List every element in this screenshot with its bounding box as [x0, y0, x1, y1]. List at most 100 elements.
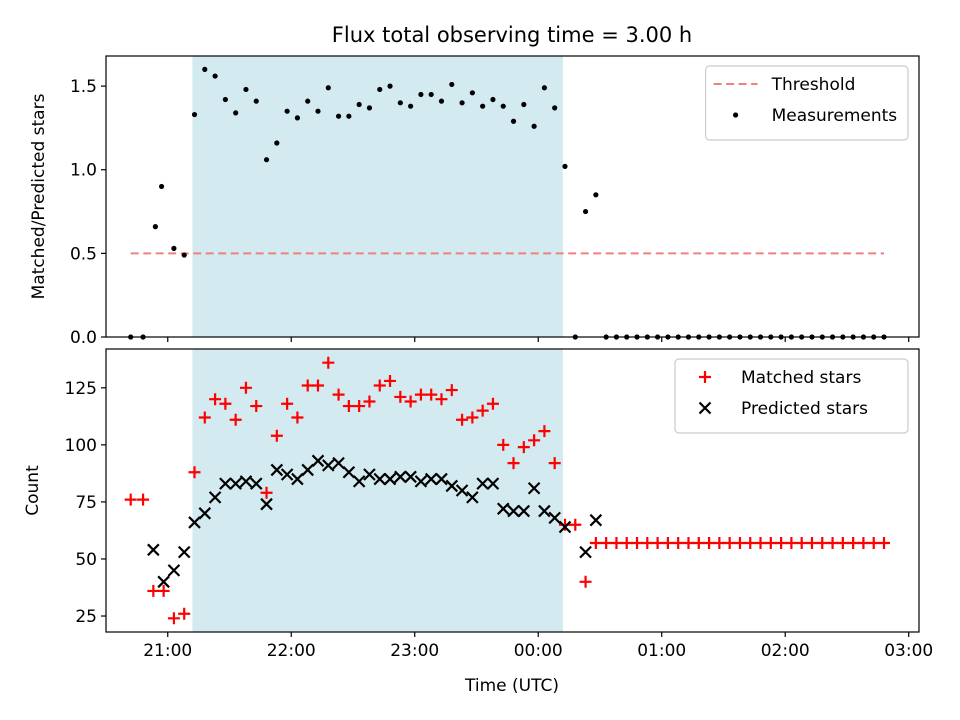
data-point [469, 90, 475, 96]
x-axis-ticks [167, 337, 910, 342]
data-point [250, 400, 263, 413]
x-tick-label: 03:00 [884, 641, 933, 661]
data-point [593, 192, 599, 198]
data-point [459, 100, 465, 106]
y-tick-label: 0.5 [70, 244, 97, 264]
data-point [496, 502, 510, 516]
data-point [208, 491, 222, 504]
legend-label: Predicted stars [741, 399, 868, 419]
y-tick-label: 125 [65, 379, 97, 399]
data-point [466, 411, 479, 424]
data-point [418, 91, 424, 98]
data-point [291, 411, 304, 424]
data-point [424, 472, 438, 486]
data-point [157, 575, 170, 589]
y-axis-ticks: 25 50 75 100 125 [65, 379, 106, 627]
data-point [301, 463, 314, 477]
data-point [438, 98, 445, 104]
data-point [507, 457, 520, 470]
y-tick-label: 25 [75, 607, 97, 627]
data-point [263, 157, 270, 163]
data-point [878, 536, 891, 549]
data-point [538, 504, 551, 518]
legend-label: Measurements [772, 106, 898, 126]
data-point [157, 584, 170, 597]
data-point [311, 379, 324, 392]
data-point [342, 400, 355, 413]
data-point [178, 607, 191, 620]
y-tick-label: 1.5 [70, 77, 97, 97]
observing-window-band [192, 56, 563, 337]
plot-frame [105, 55, 920, 338]
ratio-panel: 0.0 0.5 1.0 1.5 Matched/Predicted stars Thres… [29, 55, 920, 348]
data-point [682, 536, 695, 549]
data-point [198, 411, 211, 424]
legend: Threshold Measurements [704, 65, 909, 141]
data-point [384, 374, 397, 387]
data-point [322, 459, 335, 472]
data-point [366, 105, 373, 111]
data-point [414, 388, 427, 401]
data-point [497, 438, 510, 451]
data-point [723, 536, 736, 549]
data-point [356, 101, 362, 108]
y-tick-label: 1.0 [70, 161, 97, 181]
x-axis-ticks: 21:00 22:00 23:00 00:00 01:00 02:00 03:00 [143, 632, 933, 661]
data-point [582, 208, 589, 215]
data-point [733, 536, 746, 549]
data-point [353, 400, 366, 413]
data-point [579, 575, 592, 588]
data-point [188, 466, 201, 479]
data-point [548, 457, 561, 470]
data-point [672, 536, 685, 549]
data-point [147, 543, 160, 557]
data-point [435, 393, 448, 406]
data-point [332, 456, 345, 470]
data-point [538, 425, 551, 438]
data-point [517, 504, 531, 518]
data-point [397, 100, 403, 106]
y-axis-label: Matched/Predicted stars [29, 93, 49, 299]
data-point [552, 105, 558, 111]
data-point [177, 545, 191, 559]
data-point [325, 85, 331, 91]
data-point [253, 98, 259, 104]
data-point [836, 536, 849, 549]
data-point [425, 388, 438, 401]
data-point [291, 472, 304, 486]
y-tick-label: 75 [75, 493, 97, 513]
data-point [775, 536, 788, 549]
data-point [249, 477, 263, 490]
legend-handle [698, 401, 712, 415]
data-point [486, 397, 499, 410]
data-point [703, 536, 716, 549]
data-point [507, 504, 520, 518]
data-point [589, 513, 603, 527]
legend-label: Threshold [771, 75, 856, 95]
x-axis-label: Time (UTC) [464, 676, 559, 696]
y-axis-ticks: 0.0 0.5 1.0 1.5 [70, 77, 106, 348]
data-point [805, 536, 818, 549]
plot-frame [105, 348, 920, 633]
data-point [281, 397, 294, 410]
data-point [188, 516, 201, 529]
data-point [466, 491, 479, 504]
data-point [449, 81, 455, 88]
legend-label: Matched stars [741, 368, 861, 388]
data-point [404, 470, 417, 484]
data-point [867, 536, 880, 549]
data-point [435, 472, 448, 486]
data-point [713, 536, 726, 549]
data-point [527, 481, 541, 495]
data-point [589, 536, 602, 549]
series-matched-stars [124, 356, 891, 625]
data-point [377, 86, 383, 93]
data-point [826, 536, 839, 549]
data-point [414, 475, 428, 488]
data-point [294, 115, 301, 121]
data-point [158, 183, 165, 190]
data-point [322, 356, 335, 369]
data-point [641, 536, 654, 549]
data-point [191, 111, 198, 118]
